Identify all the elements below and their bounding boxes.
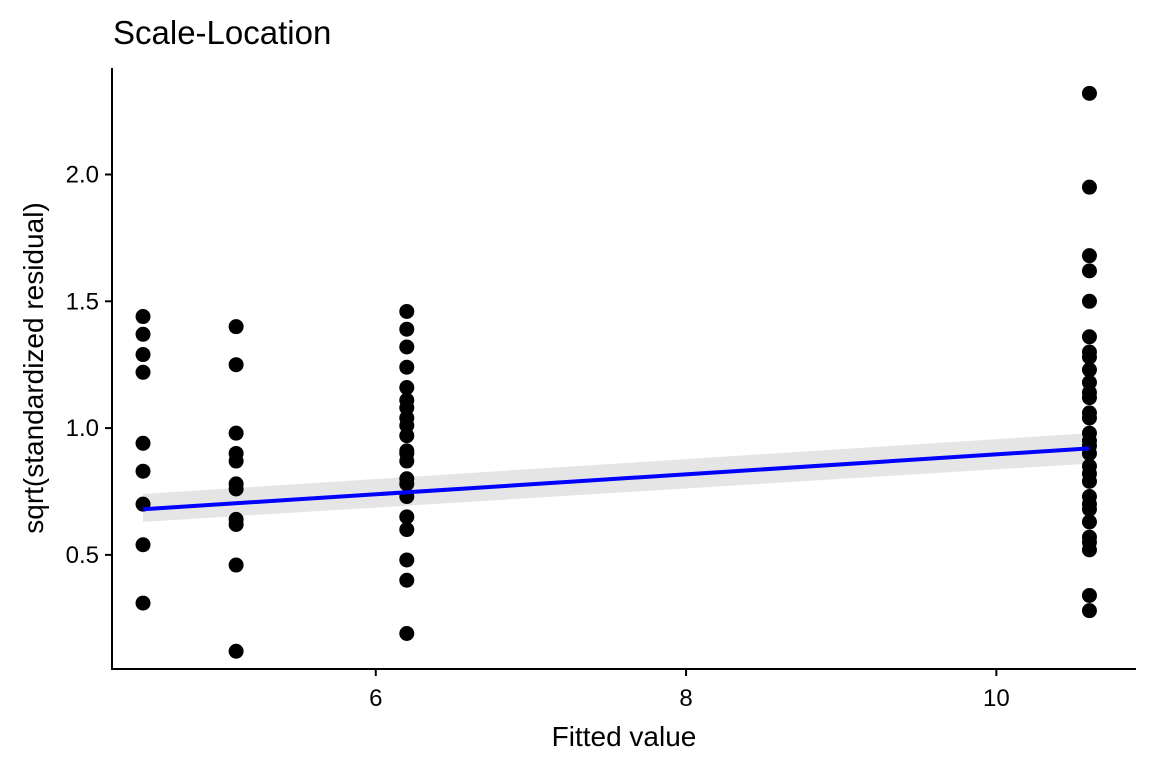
data-point bbox=[1081, 410, 1097, 426]
x-ticks: 6 8 10 bbox=[369, 669, 1010, 712]
data-point bbox=[228, 643, 244, 659]
data-point bbox=[1081, 329, 1097, 345]
data-point bbox=[399, 453, 415, 469]
data-point bbox=[135, 463, 151, 479]
data-point bbox=[1081, 362, 1097, 378]
x-tick-label: 10 bbox=[983, 685, 1010, 712]
data-point bbox=[228, 357, 244, 373]
points-layer bbox=[135, 85, 1097, 659]
data-point bbox=[399, 339, 415, 355]
x-axis-label: Fitted value bbox=[552, 721, 697, 752]
data-point bbox=[135, 364, 151, 380]
data-point bbox=[1081, 473, 1097, 489]
chart-title: Scale-Location bbox=[113, 14, 331, 51]
data-point bbox=[399, 572, 415, 588]
data-point bbox=[399, 359, 415, 375]
data-point bbox=[1081, 542, 1097, 558]
data-point bbox=[1081, 293, 1097, 309]
data-point bbox=[1081, 501, 1097, 517]
x-tick-label: 8 bbox=[679, 685, 692, 712]
data-point bbox=[399, 625, 415, 641]
data-point bbox=[228, 557, 244, 573]
data-point bbox=[135, 595, 151, 611]
data-point bbox=[228, 425, 244, 441]
y-tick-label: 1.5 bbox=[66, 288, 99, 315]
y-tick-label: 2.0 bbox=[66, 162, 99, 189]
data-point bbox=[228, 319, 244, 335]
data-point bbox=[399, 522, 415, 538]
data-point bbox=[399, 428, 415, 444]
data-point bbox=[399, 509, 415, 525]
data-point bbox=[1081, 179, 1097, 195]
y-tick-label: 0.5 bbox=[66, 542, 99, 569]
smooth-line bbox=[142, 446, 1090, 512]
data-point bbox=[1081, 514, 1097, 530]
y-ticks: 0.5 1.0 1.5 2.0 bbox=[66, 162, 112, 569]
data-point bbox=[135, 347, 151, 363]
data-point bbox=[1081, 603, 1097, 619]
data-point bbox=[399, 321, 415, 337]
data-point bbox=[1081, 587, 1097, 603]
data-point bbox=[399, 303, 415, 319]
data-point bbox=[1081, 248, 1097, 264]
data-point bbox=[228, 516, 244, 532]
data-point bbox=[399, 476, 415, 492]
data-point bbox=[1081, 263, 1097, 279]
data-point bbox=[135, 537, 151, 553]
data-point bbox=[135, 435, 151, 451]
y-tick-label: 1.0 bbox=[66, 415, 99, 442]
data-point bbox=[1081, 85, 1097, 101]
x-tick-label: 6 bbox=[369, 685, 382, 712]
data-point bbox=[399, 380, 415, 396]
data-point bbox=[399, 552, 415, 568]
data-point bbox=[135, 309, 151, 325]
y-axis-label: sqrt(standardized residual) bbox=[18, 202, 49, 534]
data-point bbox=[1081, 349, 1097, 365]
data-point bbox=[228, 481, 244, 497]
data-point bbox=[228, 453, 244, 469]
smooth-line-layer bbox=[142, 446, 1090, 512]
data-point bbox=[1081, 390, 1097, 406]
data-point bbox=[135, 326, 151, 342]
